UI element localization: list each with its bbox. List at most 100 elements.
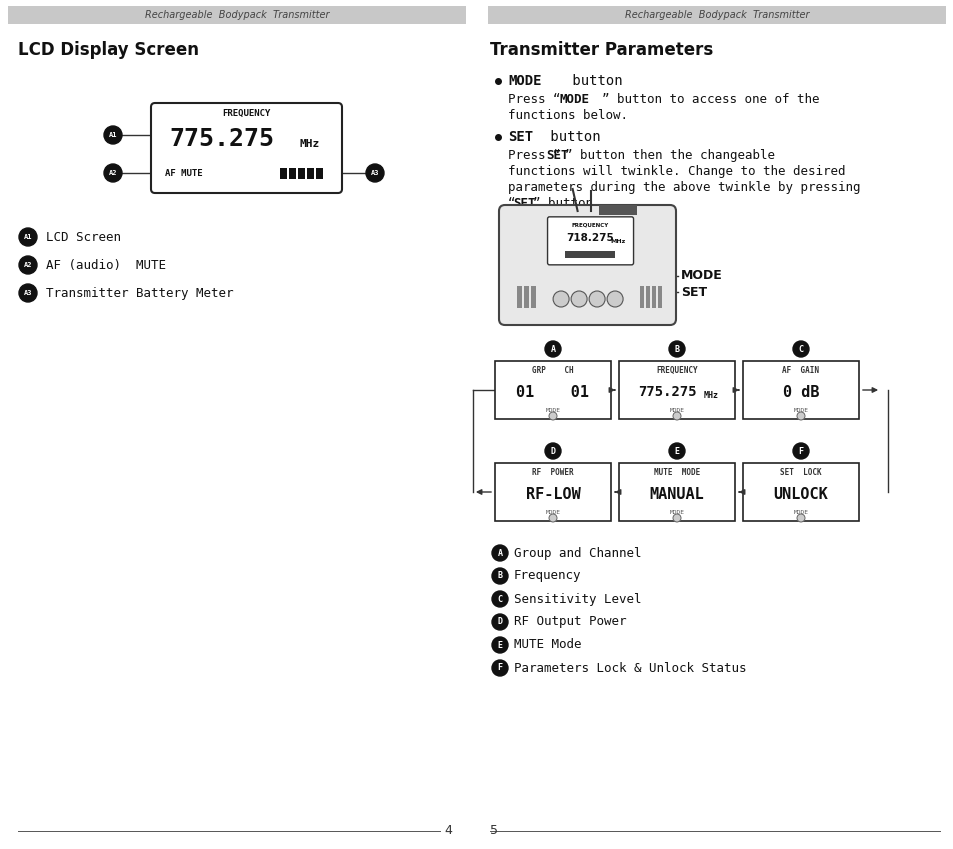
Circle shape (492, 637, 507, 653)
Circle shape (19, 284, 37, 302)
Text: E: E (674, 447, 679, 456)
Text: MODE: MODE (545, 408, 560, 413)
Text: button: button (563, 74, 622, 88)
Bar (742, 361, 858, 419)
Text: SET  LOCK: SET LOCK (780, 468, 821, 476)
Circle shape (492, 545, 507, 561)
Text: MANUAL: MANUAL (649, 486, 703, 502)
Circle shape (606, 291, 622, 307)
Text: functions will twinkle. Change to the desired: functions will twinkle. Change to the de… (507, 165, 844, 177)
FancyBboxPatch shape (151, 103, 341, 193)
Circle shape (589, 291, 604, 307)
Circle shape (19, 256, 37, 274)
Text: A3: A3 (24, 290, 32, 296)
Text: C: C (497, 594, 502, 604)
Bar (517, 286, 521, 308)
Text: A2: A2 (24, 262, 32, 268)
Text: RF Output Power: RF Output Power (514, 616, 626, 628)
FancyBboxPatch shape (547, 216, 633, 265)
Bar (495, 361, 610, 419)
Text: MHz: MHz (299, 139, 320, 149)
Text: Group and Channel: Group and Channel (514, 547, 640, 559)
Text: Transmitter Battery Meter: Transmitter Battery Meter (46, 286, 233, 300)
Text: Parameters Lock & Unlock Status: Parameters Lock & Unlock Status (514, 661, 745, 674)
Text: AF  GAIN: AF GAIN (781, 366, 819, 374)
Circle shape (104, 164, 122, 182)
Text: Transmitter Parameters: Transmitter Parameters (490, 41, 713, 59)
Text: 0 dB: 0 dB (781, 385, 819, 400)
Circle shape (668, 341, 684, 357)
Text: SET: SET (545, 149, 568, 161)
Bar (8, 6, 465, 24)
Text: Rechargeable  Bodypack  Transmitter: Rechargeable Bodypack Transmitter (145, 10, 329, 20)
Text: SET: SET (680, 285, 706, 299)
Text: D: D (497, 617, 502, 627)
Text: SET: SET (507, 130, 533, 144)
Text: A3: A3 (371, 170, 379, 176)
Text: A: A (497, 548, 502, 558)
Bar (564, 250, 614, 258)
Circle shape (492, 614, 507, 630)
Text: MODE: MODE (559, 93, 589, 105)
Circle shape (792, 341, 808, 357)
Text: parameters during the above twinkle by pressing: parameters during the above twinkle by p… (507, 181, 860, 194)
Circle shape (492, 591, 507, 607)
Text: MHz: MHz (610, 239, 625, 244)
Text: C: C (798, 345, 802, 353)
Text: MODE: MODE (680, 269, 722, 283)
Circle shape (672, 412, 680, 420)
Text: Frequency: Frequency (514, 570, 581, 582)
Circle shape (548, 514, 557, 522)
Circle shape (792, 443, 808, 459)
Text: A: A (550, 345, 555, 353)
Circle shape (548, 412, 557, 420)
Circle shape (544, 341, 560, 357)
Bar (742, 463, 858, 521)
Text: RF  POWER: RF POWER (532, 468, 573, 476)
Text: ” button to access one of the: ” button to access one of the (601, 93, 819, 105)
Bar (639, 286, 643, 308)
Text: MODE: MODE (793, 509, 807, 514)
Text: LCD Screen: LCD Screen (46, 230, 121, 244)
Text: ” button then the changeable: ” button then the changeable (565, 149, 775, 161)
Circle shape (544, 443, 560, 459)
Text: MUTE Mode: MUTE Mode (514, 638, 581, 651)
Text: SET: SET (513, 196, 536, 210)
Text: MODE: MODE (669, 509, 684, 514)
Circle shape (19, 228, 37, 246)
Circle shape (553, 291, 569, 307)
Text: MODE: MODE (507, 74, 541, 88)
Circle shape (668, 443, 684, 459)
Bar (618, 361, 734, 419)
Circle shape (796, 412, 804, 420)
Circle shape (672, 514, 680, 522)
Bar (618, 463, 734, 521)
Text: Press “: Press “ (507, 93, 560, 105)
Bar (280, 168, 287, 179)
Text: GRP    CH: GRP CH (532, 366, 573, 374)
Text: F: F (798, 447, 802, 456)
Text: D: D (550, 447, 555, 456)
Text: A1: A1 (109, 132, 117, 138)
Text: F: F (497, 664, 502, 672)
Text: FREQUENCY: FREQUENCY (572, 222, 609, 228)
Text: 775.275: 775.275 (637, 385, 696, 399)
Bar (488, 6, 945, 24)
Text: MHz: MHz (703, 391, 718, 400)
Bar (297, 168, 305, 179)
Bar (289, 168, 295, 179)
Text: 718.275: 718.275 (566, 233, 614, 243)
Text: MUTE  MODE: MUTE MODE (653, 468, 700, 476)
Text: Rechargeable  Bodypack  Transmitter: Rechargeable Bodypack Transmitter (624, 10, 808, 20)
Text: Press “: Press “ (507, 149, 560, 161)
Text: LCD Display Screen: LCD Display Screen (18, 41, 199, 59)
Circle shape (366, 164, 384, 182)
Text: 01    01: 01 01 (516, 385, 589, 400)
Text: MODE: MODE (669, 408, 684, 413)
Text: ” button.: ” button. (533, 196, 599, 210)
Bar (315, 168, 323, 179)
Text: Sensitivity Level: Sensitivity Level (514, 593, 640, 605)
Text: AF (audio)  MUTE: AF (audio) MUTE (46, 258, 166, 272)
Text: MODE: MODE (545, 509, 560, 514)
Text: FREQUENCY: FREQUENCY (222, 109, 271, 118)
